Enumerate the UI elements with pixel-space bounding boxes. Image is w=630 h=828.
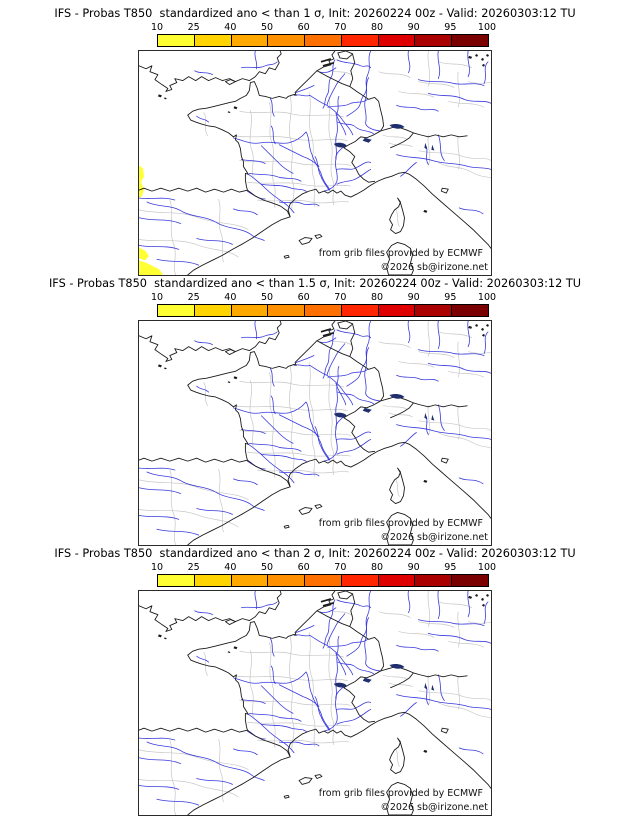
panel-title: IFS - Probas T850 standardized ano < tha… <box>48 277 582 290</box>
colorbar <box>157 574 489 587</box>
map-credit-ecmwf: from grib files provided by ECMWF <box>318 518 483 529</box>
colorbar-segment <box>268 575 306 586</box>
colorbar-tick-label: 10 <box>150 292 164 303</box>
colorbar-tick-label: 95 <box>444 292 457 303</box>
colorbar-tick-label: 80 <box>370 562 384 573</box>
coastlines-layer <box>139 51 491 275</box>
colorbar-tick-label: 60 <box>297 292 310 303</box>
colorbar-tick-label: 25 <box>187 292 200 303</box>
colorbar-segment <box>415 35 453 46</box>
colorbar-segment <box>452 575 489 586</box>
colorbar-tick-label: 50 <box>260 292 274 303</box>
map-credit-copyright: ©2026 sb@irizone.net <box>380 802 488 813</box>
colorbar-segment <box>341 35 379 46</box>
colorbar-tick-label: 40 <box>224 562 237 573</box>
colorbar-tick-label: 60 <box>297 22 310 33</box>
colorbar <box>157 304 489 317</box>
colorbar-tick-row: 10 25 40 50 60 70 80 90 95 100 <box>151 562 496 573</box>
colorbar-tick-label: 70 <box>334 562 347 573</box>
colorbar-tick-row: 10 25 40 50 60 70 80 90 95 100 <box>151 22 496 33</box>
colorbar <box>157 34 489 47</box>
map-credit-ecmwf: from grib files provided by ECMWF <box>318 248 483 259</box>
panel-sigma-1-5: IFS - Probas T850 standardized ano < tha… <box>0 276 630 546</box>
colorbar-tick-label: 60 <box>297 562 310 573</box>
colorbar-tick-label: 100 <box>477 292 497 303</box>
rivers-layer <box>139 51 491 266</box>
colorbar-segment <box>268 35 306 46</box>
lakes-layer <box>333 663 435 691</box>
colorbar-tick-label: 95 <box>444 562 457 573</box>
colorbar-tick-label: 80 <box>370 22 384 33</box>
france-map-svg <box>139 321 491 545</box>
colorbar-tick-label: 10 <box>150 562 164 573</box>
colorbar-segment <box>268 305 306 316</box>
colorbar-segment <box>341 305 379 316</box>
lakes-layer <box>333 123 435 151</box>
colorbar-tick-row: 10 25 40 50 60 70 80 90 95 100 <box>151 292 496 303</box>
map-credit-ecmwf: from grib files provided by ECMWF <box>318 788 483 799</box>
lakes-layer <box>333 393 435 421</box>
colorbar-segment <box>378 575 416 586</box>
panel-sigma-2: IFS - Probas T850 standardized ano < tha… <box>0 546 630 816</box>
colorbar-segment <box>415 305 453 316</box>
colorbar-segment <box>415 575 453 586</box>
admin-borders-layer <box>139 321 491 545</box>
map-credit-copyright: ©2026 sb@irizone.net <box>380 262 488 273</box>
colorbar-segment <box>194 575 232 586</box>
colorbar-tick-label: 90 <box>407 562 420 573</box>
admin-borders-layer <box>139 591 491 815</box>
colorbar-segment <box>158 35 195 46</box>
map-france: from grib files provided by ECMWF ©2026 … <box>138 50 492 276</box>
colorbar-tick-label: 90 <box>407 292 420 303</box>
rivers-layer <box>139 321 491 536</box>
colorbar-segment <box>452 305 489 316</box>
colorbar-segment <box>378 305 416 316</box>
colorbar-tick-label: 90 <box>407 22 420 33</box>
colorbar-segment <box>231 35 269 46</box>
colorbar-tick-label: 70 <box>334 22 347 33</box>
colorbar-tick-label: 25 <box>187 562 200 573</box>
colorbar-segment <box>194 35 232 46</box>
colorbar-tick-label: 10 <box>150 22 164 33</box>
colorbar-segment <box>341 575 379 586</box>
panel-title: IFS - Probas T850 standardized ano < tha… <box>54 7 576 20</box>
panel-sigma-1: IFS - Probas T850 standardized ano < tha… <box>0 6 630 276</box>
colorbar-segment <box>305 35 342 46</box>
colorbar-tick-label: 100 <box>477 22 497 33</box>
colorbar-tick-label: 80 <box>370 292 384 303</box>
colorbar-tick-label: 50 <box>260 562 274 573</box>
colorbar-tick-label: 40 <box>224 22 237 33</box>
colorbar-segment <box>194 305 232 316</box>
colorbar-tick-label: 100 <box>477 562 497 573</box>
colorbar-tick-label: 40 <box>224 292 237 303</box>
colorbar-segment <box>231 575 269 586</box>
colorbar-segment <box>378 35 416 46</box>
colorbar-segment <box>305 575 342 586</box>
colorbar-segment <box>158 575 195 586</box>
colorbar-segment <box>305 305 342 316</box>
panel-title: IFS - Probas T850 standardized ano < tha… <box>54 547 576 560</box>
rivers-layer <box>139 591 491 806</box>
colorbar-segment <box>158 305 195 316</box>
colorbar-tick-label: 70 <box>334 292 347 303</box>
france-map-svg <box>139 51 491 275</box>
colorbar-segment <box>231 305 269 316</box>
map-france: from grib files provided by ECMWF ©2026 … <box>138 590 492 816</box>
map-credit-copyright: ©2026 sb@irizone.net <box>380 532 488 543</box>
colorbar-tick-label: 25 <box>187 22 200 33</box>
coastlines-layer <box>139 321 491 545</box>
colorbar-tick-label: 50 <box>260 22 274 33</box>
colorbar-tick-label: 95 <box>444 22 457 33</box>
france-map-svg <box>139 591 491 815</box>
colorbar-segment <box>452 35 489 46</box>
map-france: from grib files provided by ECMWF ©2026 … <box>138 320 492 546</box>
